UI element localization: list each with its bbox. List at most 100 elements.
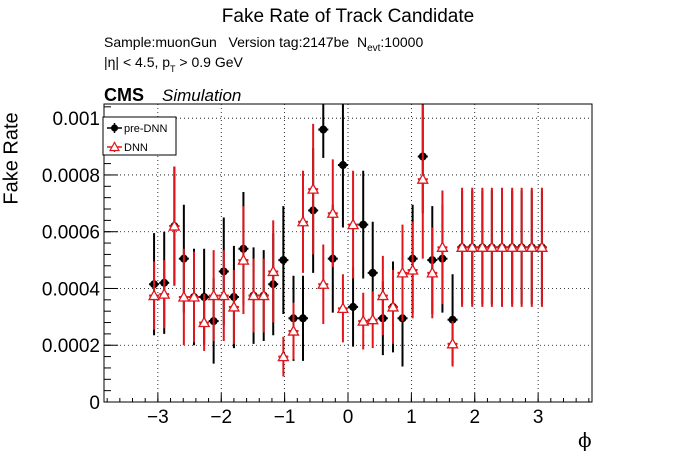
x-axis-label: ϕ [578,428,592,452]
data-marker [198,316,211,328]
data-marker [426,266,439,278]
grid-layer [104,104,592,402]
data-marker [446,337,459,349]
data-marker [455,240,469,252]
data-marker [506,240,519,252]
nevt-value: :10000 [380,34,424,50]
sample-info-line: Sample:muonGun Version tag:2147be Nevt:1… [104,34,424,54]
legend-marker [108,141,121,152]
y-tick-label: 0.0004 [42,279,101,300]
data-marker [296,215,310,227]
data-marker [416,172,429,184]
dnn-point [326,159,339,268]
data-marker [525,240,538,252]
data-marker [287,324,300,336]
nevt-subscript: evt [367,43,381,54]
data-marker [515,240,528,252]
data-marker [349,302,358,311]
x-tick-label: 2 [469,407,480,428]
data-marker [476,240,489,252]
dnn-point [436,190,449,305]
dnn-point [257,258,270,333]
data-marker [406,263,419,275]
dnn-point [416,104,429,259]
x-tick-label: 3 [533,407,544,428]
x-tick-label: −2 [210,407,232,428]
data-marker [326,206,339,218]
dnn-point [455,187,469,307]
axis-layer: −3 −2 −1 0 1 2 3 0 0.0002 0.0004 0.0006 0.0008 0.001 [42,106,590,428]
dnn-point [158,260,171,329]
pre-dnn-point [318,104,329,158]
data-marker [495,240,509,252]
dnn-point [207,250,220,341]
x-tick-label: −1 [274,407,296,428]
dnn-point [237,206,250,315]
y-tick-label: 0.001 [52,109,100,130]
dnn-point [198,294,211,351]
data-marker [448,315,457,324]
data-marker [485,240,498,252]
x-tick-label: 0 [343,407,354,428]
dnn-point [376,255,389,336]
dnn-point [287,302,300,360]
dnn-point [217,250,230,341]
dnn-point [296,170,310,273]
data-marker [227,300,241,312]
eta-cut-label: |η| < 4.5, p [104,54,171,70]
dnn-point [525,187,538,307]
data-marker [317,277,330,289]
dnn-point [267,220,280,323]
data-marker [366,313,379,325]
legend-marker [111,124,118,132]
dnn-point [227,270,241,344]
data-marker [279,256,288,265]
dnn-point [147,261,161,330]
dnn-point [307,123,320,255]
pt-subscript: T [170,64,176,74]
y-tick-label: 0.0006 [42,223,100,244]
dnn-point [336,274,350,343]
dnn-point [515,187,528,307]
data-marker [357,314,370,326]
legend-entry: pre-DNN [107,123,167,135]
y-tick-label: 0 [89,393,100,414]
dnn-point [476,187,489,307]
data-marker [319,125,328,134]
dnn-point [495,187,509,307]
data-marker [237,253,250,265]
dnn-point [386,270,400,344]
series-layer [147,104,549,377]
data-marker [177,290,190,302]
x-tick-label: 1 [406,407,417,428]
data-marker [217,289,230,301]
dnn-point [366,291,379,349]
cuts-info-line: |η| < 4.5, pT > 0.9 GeV [104,54,243,74]
data-marker [168,219,181,231]
dnn-point [506,187,519,307]
pre-dnn-point [337,104,348,228]
data-marker [299,314,308,323]
data-marker [436,240,449,252]
data-marker [338,161,347,170]
data-marker [247,289,260,301]
pre-dnn-point [297,275,309,361]
dnn-point [187,251,201,343]
data-marker [346,218,360,230]
nevt-prefix: N [356,34,368,50]
dnn-point [535,187,549,307]
data-marker [535,240,549,252]
version-tag-label: Version tag:2147be [228,34,350,50]
dnn-point [466,187,479,307]
dnn-point [277,336,290,377]
data-marker [368,268,377,277]
data-marker [359,220,368,229]
dnn-point [357,292,370,350]
data-marker [147,289,161,301]
data-marker [307,182,320,194]
y-tick-label: 0.0008 [42,166,100,187]
dnn-point [177,248,190,346]
dnn-point [396,224,409,322]
data-marker [376,289,389,301]
